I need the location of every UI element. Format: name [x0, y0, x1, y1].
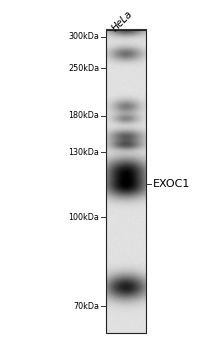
- Text: 180kDa: 180kDa: [69, 111, 100, 120]
- Text: 70kDa: 70kDa: [73, 302, 100, 311]
- Bar: [106, 30, 146, 333]
- Text: 100kDa: 100kDa: [69, 212, 100, 222]
- Text: HeLa: HeLa: [110, 9, 135, 33]
- Text: 130kDa: 130kDa: [69, 148, 100, 157]
- Text: 300kDa: 300kDa: [69, 32, 100, 41]
- Text: 250kDa: 250kDa: [68, 64, 100, 73]
- Bar: [106, 30, 146, 333]
- Text: EXOC1: EXOC1: [153, 179, 191, 189]
